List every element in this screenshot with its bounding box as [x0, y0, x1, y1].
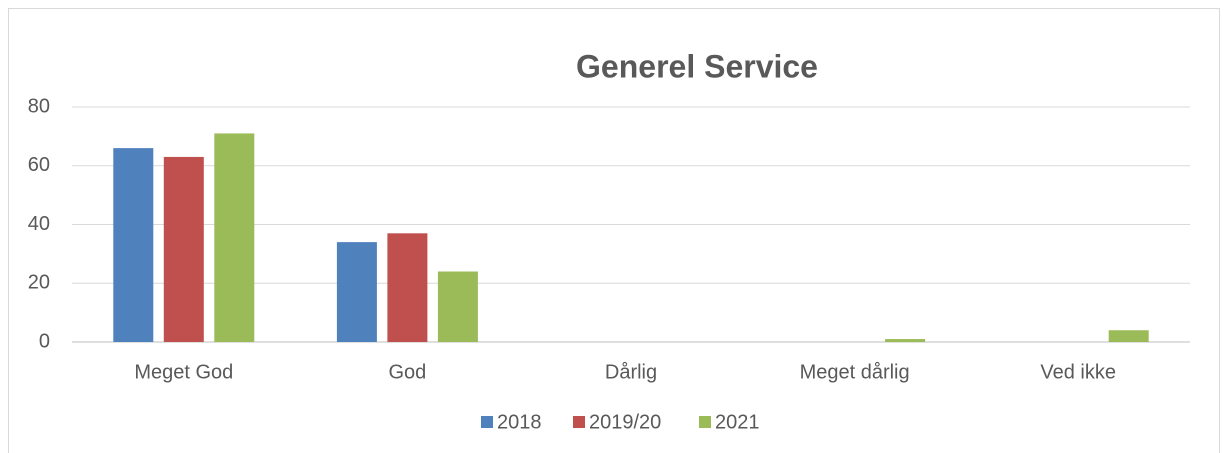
x-tick-label: Meget dårlig: [800, 361, 910, 383]
y-tick-label: 0: [39, 330, 50, 352]
bar: [885, 339, 926, 342]
y-tick-label: 80: [28, 95, 50, 117]
y-tick-label: 40: [28, 213, 50, 235]
chart-frame: [8, 8, 1220, 453]
legend-label: 2018: [497, 411, 542, 433]
legend-swatch: [699, 416, 711, 428]
legend-label: 2021: [715, 411, 760, 433]
bar: [163, 156, 204, 342]
y-tick-label: 60: [28, 154, 50, 176]
x-tick-label: Dårlig: [605, 361, 657, 383]
chart-title: Generel Service: [576, 48, 818, 84]
legend-label: 2019/20: [589, 411, 661, 433]
bar: [214, 133, 255, 342]
bar: [336, 242, 377, 342]
legend-swatch: [573, 416, 585, 428]
x-tick-label: God: [388, 361, 426, 383]
y-tick-label: 20: [28, 272, 50, 294]
bar: [437, 271, 478, 342]
bar: [387, 233, 428, 342]
bar: [113, 148, 154, 342]
x-tick-label: Ved ikke: [1040, 361, 1116, 383]
legend-swatch: [481, 416, 493, 428]
bar: [1108, 330, 1149, 342]
x-tick-label: Meget God: [134, 361, 233, 383]
